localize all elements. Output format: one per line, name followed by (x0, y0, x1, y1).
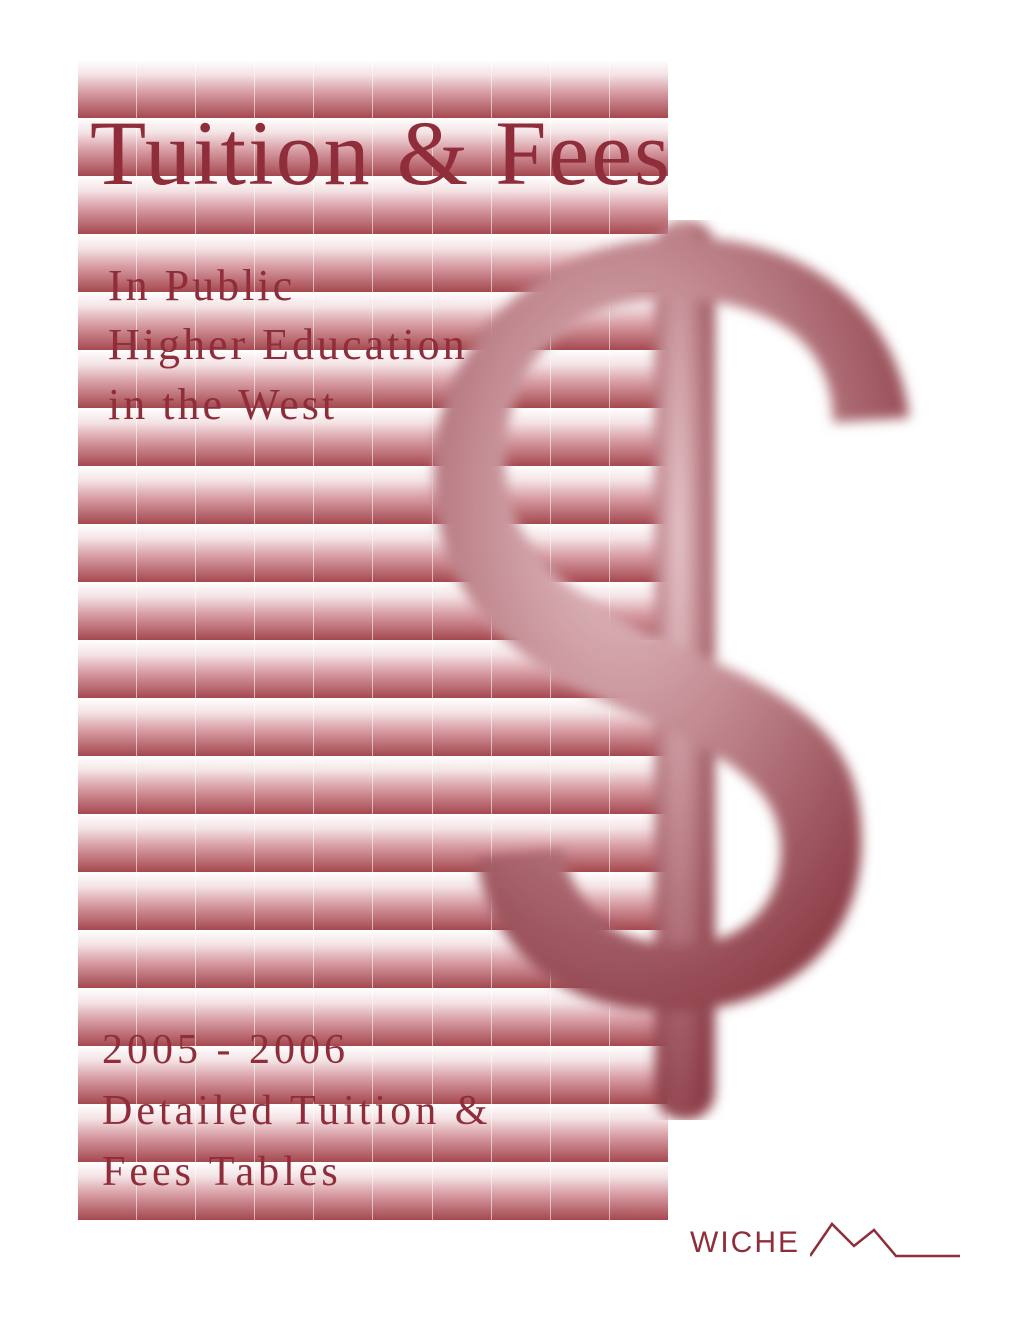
subtitle: In PublicHigher Educationin the West (108, 256, 468, 434)
logo-text: WICHE (690, 1226, 800, 1260)
footer-line: Fees Tables (102, 1142, 491, 1203)
subtitle-line: In Public (108, 256, 468, 315)
footer-line: 2005 - 2006 (102, 1020, 491, 1081)
footer-text: 2005 - 2006Detailed Tuition &Fees Tables (102, 1020, 491, 1203)
footer-line: Detailed Tuition & (102, 1081, 491, 1142)
wiche-logo: WICHE (690, 1216, 960, 1260)
mountain-line-icon (810, 1216, 960, 1260)
subtitle-line: Higher Education (108, 315, 468, 374)
subtitle-line: in the West (108, 375, 468, 434)
page-title: Tuition & Fees (90, 100, 672, 206)
